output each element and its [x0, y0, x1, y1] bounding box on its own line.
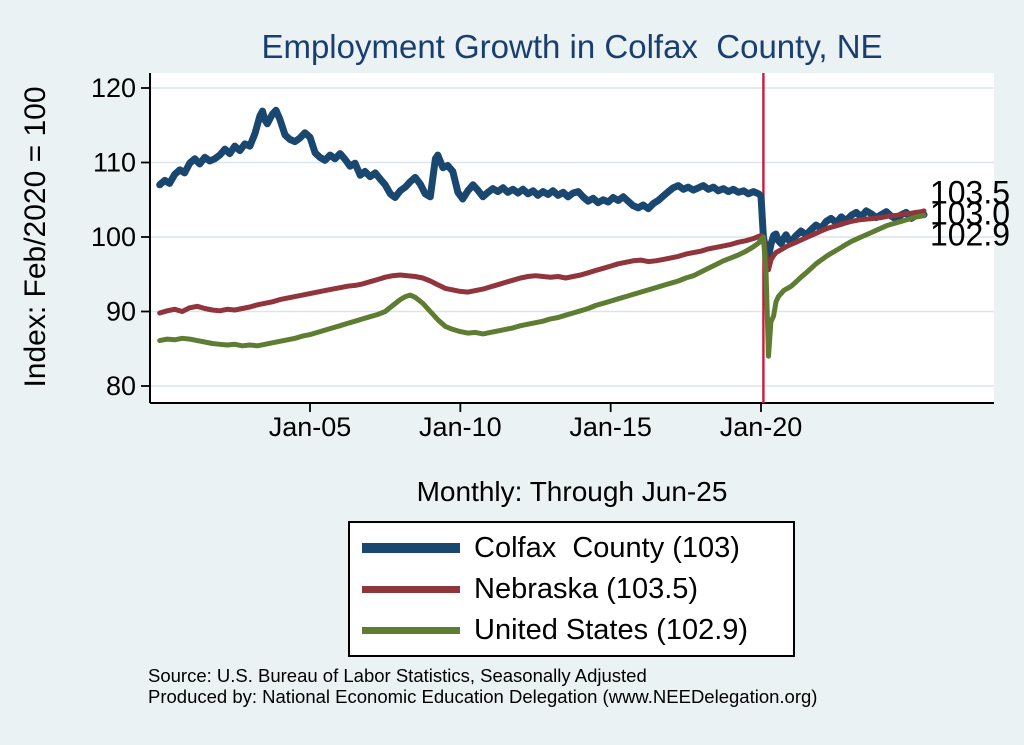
end-value-label-102.9: 102.9 — [930, 217, 1010, 253]
series-line-colfax-county — [156, 106, 928, 260]
legend-label-colfax-county: Colfax County (103) — [474, 531, 740, 564]
y-axis-title: Index: Feb/2020 = 100 — [19, 86, 52, 388]
source-notes: Source: U.S. Bureau of Labor Statistics,… — [148, 665, 817, 707]
legend-item-united-states: United States (102.9) — [362, 610, 793, 651]
united-states-line-swatch — [362, 626, 460, 634]
legend: Colfax County (103) Nebraska (103.5) Uni… — [348, 521, 795, 657]
y-tick-label-100: 100 — [91, 222, 136, 252]
x-tick-label-jan-20: Jan-20 — [720, 412, 803, 442]
y-tick-label-80: 80 — [106, 371, 136, 401]
series-line-united-states — [157, 212, 927, 359]
legend-item-nebraska: Nebraska (103.5) — [362, 569, 793, 610]
y-tick-label-120: 120 — [91, 73, 136, 103]
legend-label-united-states: United States (102.9) — [474, 613, 749, 646]
nebraska-line-swatch — [362, 585, 460, 593]
legend-item-colfax-county: Colfax County (103) — [362, 528, 793, 569]
x-tick-label-jan-15: Jan-15 — [569, 412, 652, 442]
x-tick-label-jan-05: Jan-05 — [269, 412, 352, 442]
plot-region — [150, 73, 994, 403]
chart-title: Employment Growth in Colfax County, NE — [261, 28, 883, 65]
series-line-nebraska — [157, 208, 927, 316]
legend-label-nebraska: Nebraska (103.5) — [474, 572, 699, 605]
end-value-label-103.0: 103.0 — [930, 196, 1010, 232]
y-tick-label-110: 110 — [93, 148, 136, 178]
x-tick-label-jan-10: Jan-10 — [419, 412, 502, 442]
source-line-2: Produced by: National Economic Education… — [148, 686, 818, 707]
chart-subtitle: Monthly: Through Jun-25 — [416, 476, 728, 507]
source-line-1: Source: U.S. Bureau of Labor Statistics,… — [148, 665, 647, 686]
end-value-label-103.5: 103.5 — [930, 175, 1010, 211]
colfax-county-line-swatch — [362, 543, 460, 553]
y-tick-label-90: 90 — [106, 297, 136, 327]
